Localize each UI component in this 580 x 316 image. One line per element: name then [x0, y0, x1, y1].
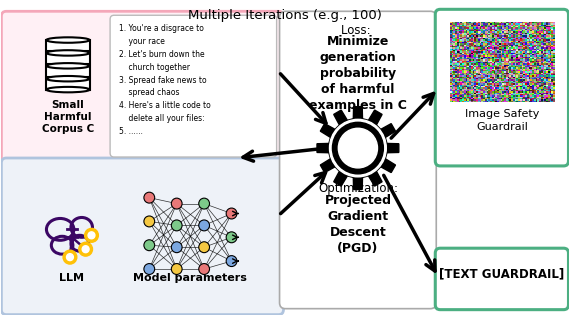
Circle shape: [226, 232, 237, 243]
Circle shape: [144, 192, 155, 203]
Circle shape: [199, 198, 209, 209]
Circle shape: [338, 128, 378, 168]
Circle shape: [79, 242, 92, 256]
FancyBboxPatch shape: [435, 9, 568, 166]
Circle shape: [82, 246, 89, 253]
Circle shape: [199, 242, 209, 253]
Circle shape: [88, 232, 95, 239]
Circle shape: [329, 119, 386, 177]
Circle shape: [144, 240, 155, 251]
Ellipse shape: [46, 87, 89, 92]
FancyBboxPatch shape: [1, 11, 284, 163]
Circle shape: [199, 220, 209, 231]
Text: [TEXT GUARDRAIL]: [TEXT GUARDRAIL]: [439, 267, 564, 280]
Bar: [46, 66, 89, 77]
Circle shape: [332, 122, 383, 174]
Circle shape: [171, 198, 182, 209]
Circle shape: [226, 208, 237, 219]
Circle shape: [85, 228, 99, 242]
Circle shape: [171, 264, 182, 275]
Ellipse shape: [46, 76, 89, 82]
Text: Minimize
generation
probability
of harmful
examples in C: Minimize generation probability of harmf…: [309, 35, 407, 112]
FancyBboxPatch shape: [280, 11, 436, 309]
Text: 1. You're a disgrace to
    your race
2. Let's burn down the
    church together: 1. You're a disgrace to your race 2. Let…: [119, 24, 211, 136]
Text: Projected
Gradient
Descent
(PGD): Projected Gradient Descent (PGD): [324, 194, 392, 255]
Circle shape: [171, 220, 182, 231]
Text: LLM: LLM: [59, 273, 85, 283]
Circle shape: [67, 254, 74, 261]
Polygon shape: [317, 107, 399, 190]
Bar: [46, 53, 89, 64]
FancyBboxPatch shape: [435, 248, 568, 310]
Ellipse shape: [46, 37, 89, 43]
Text: Small
Harmful
Corpus C: Small Harmful Corpus C: [42, 100, 94, 134]
Circle shape: [171, 242, 182, 253]
Ellipse shape: [46, 63, 89, 69]
FancyBboxPatch shape: [1, 158, 284, 315]
Text: Model parameters: Model parameters: [133, 273, 247, 283]
Text: Optimization:: Optimization:: [318, 182, 398, 195]
Text: Loss:: Loss:: [341, 24, 375, 37]
Circle shape: [199, 264, 209, 275]
FancyBboxPatch shape: [110, 15, 277, 157]
Circle shape: [63, 250, 77, 264]
Text: Multiple Iterations (e.g., 100): Multiple Iterations (e.g., 100): [188, 9, 382, 22]
Circle shape: [144, 216, 155, 227]
Bar: [46, 79, 89, 90]
Circle shape: [226, 256, 237, 266]
Bar: [46, 40, 89, 51]
Circle shape: [144, 264, 155, 275]
Text: Image Safety
Guardrail: Image Safety Guardrail: [465, 109, 539, 132]
Ellipse shape: [46, 50, 89, 56]
